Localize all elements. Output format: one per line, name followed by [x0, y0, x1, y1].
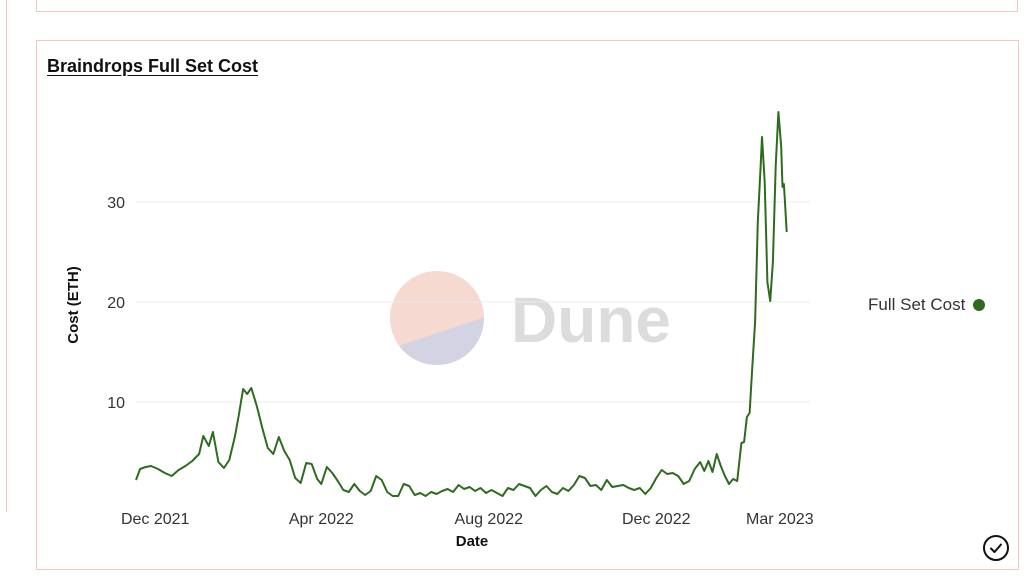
y-axis-ticks: 10 20 30	[107, 195, 125, 412]
legend[interactable]: Full Set Cost	[868, 295, 986, 315]
legend-marker	[973, 299, 986, 311]
check-circle-icon[interactable]	[983, 535, 1009, 561]
x-tick-label: Dec 2022	[622, 511, 691, 528]
x-tick-label: Mar 2023	[746, 511, 814, 528]
x-axis-title: Date	[456, 533, 489, 550]
y-axis-title: Cost (ETH)	[65, 266, 82, 344]
x-axis-ticks: Dec 2021 Apr 2022 Aug 2022 Dec 2022 Mar 2023	[121, 511, 814, 528]
dune-watermark: Dune	[390, 271, 671, 365]
chart-title: Braindrops Full Set Cost	[47, 56, 259, 76]
left-divider	[6, 0, 7, 512]
y-tick-label: 20	[107, 295, 125, 312]
x-tick-label: Aug 2022	[455, 511, 524, 528]
y-tick-label: 30	[107, 195, 125, 212]
chart-card	[36, 40, 1019, 570]
checkmark-icon	[990, 543, 1002, 553]
gridlines	[136, 201, 810, 403]
series-line-full-set-cost	[135, 111, 788, 497]
watermark-text: Dune	[511, 284, 671, 356]
legend-label: Full Set Cost	[868, 295, 966, 314]
x-tick-label: Dec 2021	[121, 511, 190, 528]
previous-card-edge	[36, 0, 1018, 12]
y-tick-label: 10	[107, 395, 125, 412]
x-tick-label: Apr 2022	[289, 511, 354, 528]
